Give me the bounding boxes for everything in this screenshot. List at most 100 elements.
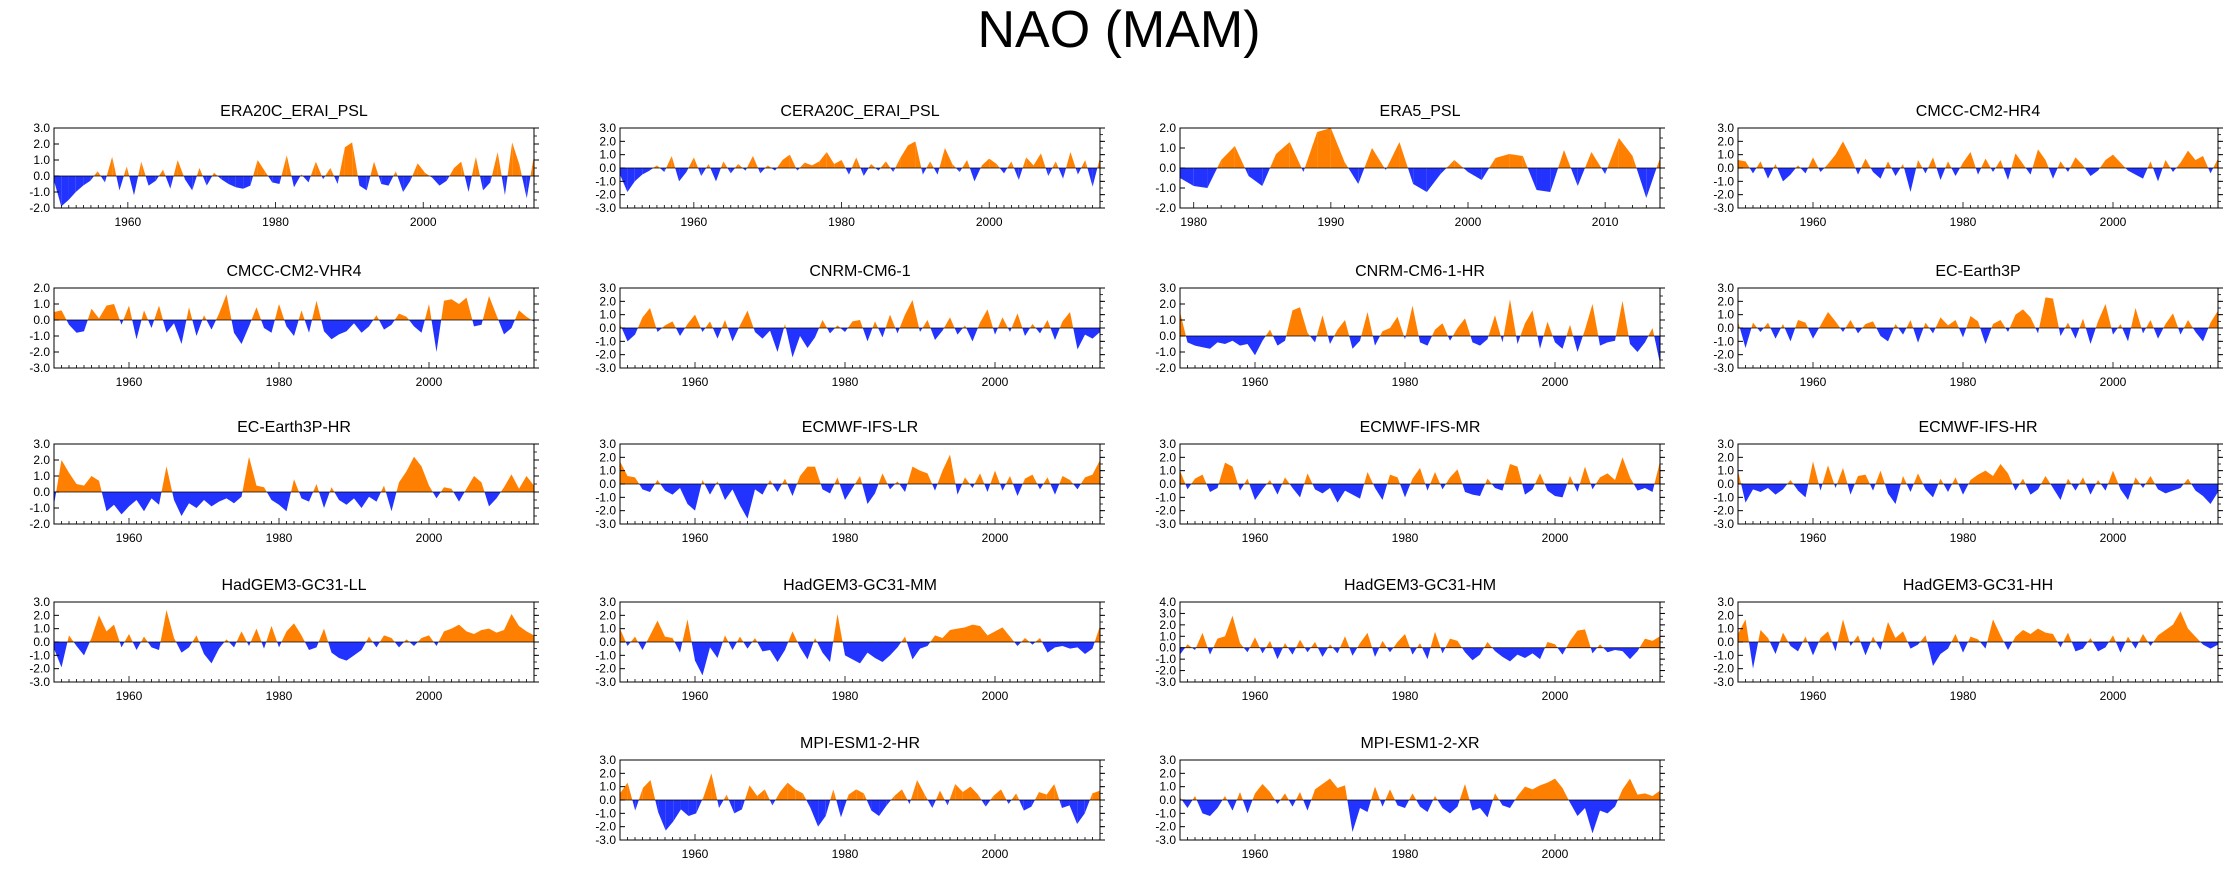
area-segment bbox=[186, 307, 189, 320]
area-segment bbox=[2079, 318, 2083, 328]
area-segment bbox=[1249, 637, 1255, 648]
area-segment bbox=[1048, 168, 1053, 176]
area-segment bbox=[866, 800, 872, 811]
area-segment bbox=[1345, 636, 1350, 648]
area-segment bbox=[2085, 484, 2091, 495]
area-segment bbox=[2035, 328, 2038, 334]
area-segment bbox=[2060, 642, 2064, 648]
area-segment bbox=[972, 624, 980, 642]
area-segment bbox=[1442, 484, 1446, 490]
area-segment bbox=[1217, 160, 1222, 168]
area-segment bbox=[650, 620, 658, 642]
area-segment bbox=[1450, 800, 1458, 814]
area-segment bbox=[376, 492, 381, 502]
area-segment bbox=[999, 168, 1004, 174]
area-segment bbox=[1262, 168, 1270, 186]
area-segment bbox=[1601, 168, 1606, 174]
area-segment bbox=[1242, 800, 1248, 814]
area-segment bbox=[952, 164, 956, 168]
area-segment bbox=[459, 297, 467, 320]
area-segment bbox=[323, 176, 326, 180]
area-segment bbox=[1206, 484, 1210, 492]
area-segment bbox=[444, 299, 452, 320]
x-tick-label: 2000 bbox=[416, 375, 443, 389]
area-segment bbox=[1958, 484, 1963, 495]
area-segment bbox=[496, 492, 501, 499]
area-segment bbox=[2012, 636, 2016, 642]
area-segment bbox=[1340, 636, 1345, 648]
area-segment bbox=[1225, 615, 1233, 648]
area-segment bbox=[1532, 310, 1538, 336]
area-segment bbox=[1249, 484, 1255, 500]
area-segment bbox=[464, 176, 469, 192]
area-segment bbox=[815, 328, 820, 338]
area-segment bbox=[144, 636, 148, 642]
area-segment bbox=[2025, 484, 2031, 495]
area-segment bbox=[2158, 328, 2164, 339]
area-segment bbox=[966, 328, 973, 342]
area-segment bbox=[1802, 636, 1806, 642]
area-segment bbox=[635, 328, 638, 335]
area-segment bbox=[804, 162, 812, 168]
area-segment bbox=[1031, 800, 1035, 807]
area-segment bbox=[1227, 800, 1233, 811]
area-segment bbox=[944, 148, 953, 168]
area-segment bbox=[1945, 161, 1948, 168]
area-segment bbox=[987, 631, 995, 642]
y-tick-label: 3.0 bbox=[599, 595, 616, 609]
area-segment bbox=[2105, 642, 2109, 648]
area-segment bbox=[974, 168, 981, 182]
x-tick-label: 2010 bbox=[1592, 215, 1619, 229]
area-segment bbox=[862, 328, 868, 342]
y-tick-label: 0.0 bbox=[599, 793, 616, 807]
area-segment bbox=[1558, 150, 1564, 168]
area-segment bbox=[2193, 328, 2196, 332]
area-segment bbox=[2210, 168, 2214, 174]
area-segment bbox=[160, 610, 167, 642]
area-segment bbox=[906, 642, 913, 660]
area-segment bbox=[2125, 168, 2128, 171]
area-segment bbox=[955, 784, 963, 800]
area-segment bbox=[755, 484, 763, 495]
area-segment bbox=[1975, 168, 1978, 175]
area-segment bbox=[1445, 638, 1450, 648]
area-segment bbox=[819, 320, 823, 328]
y-tick-label: -3.0 bbox=[595, 201, 616, 215]
area-segment bbox=[299, 492, 302, 499]
area-segment bbox=[2019, 478, 2023, 484]
area-segment bbox=[121, 492, 129, 515]
area-segment bbox=[767, 165, 772, 168]
area-segment bbox=[2213, 158, 2218, 168]
area-segment bbox=[376, 315, 379, 320]
area-segment bbox=[1536, 168, 1551, 192]
area-segment bbox=[433, 642, 437, 646]
area-segment bbox=[481, 628, 489, 642]
area-segment bbox=[1843, 619, 1850, 642]
area-segment bbox=[822, 642, 830, 662]
area-segment bbox=[192, 176, 197, 191]
area-segment bbox=[1751, 322, 1753, 328]
area-segment bbox=[718, 484, 725, 500]
area-segment bbox=[1207, 168, 1218, 188]
area-segment bbox=[1870, 636, 1873, 642]
area-segment bbox=[710, 484, 716, 495]
area-segment bbox=[1607, 473, 1615, 484]
area-segment bbox=[740, 484, 748, 519]
area-segment bbox=[234, 642, 237, 648]
area-segment bbox=[346, 320, 354, 332]
area-segment bbox=[116, 176, 120, 191]
y-tick-label: 0.0 bbox=[599, 161, 616, 175]
area-segment bbox=[2165, 624, 2173, 642]
area-segment bbox=[2128, 328, 2131, 342]
area-segment bbox=[1758, 630, 1761, 642]
area-segment bbox=[1985, 328, 1992, 344]
area-segment bbox=[749, 785, 758, 800]
x-tick-label: 1980 bbox=[828, 215, 855, 229]
area-segment bbox=[957, 328, 963, 335]
area-segment bbox=[396, 482, 399, 492]
area-segment bbox=[412, 163, 418, 176]
area-segment bbox=[294, 479, 299, 492]
area-segment bbox=[388, 176, 394, 186]
area-segment bbox=[1375, 336, 1380, 346]
area-segment bbox=[753, 328, 755, 332]
